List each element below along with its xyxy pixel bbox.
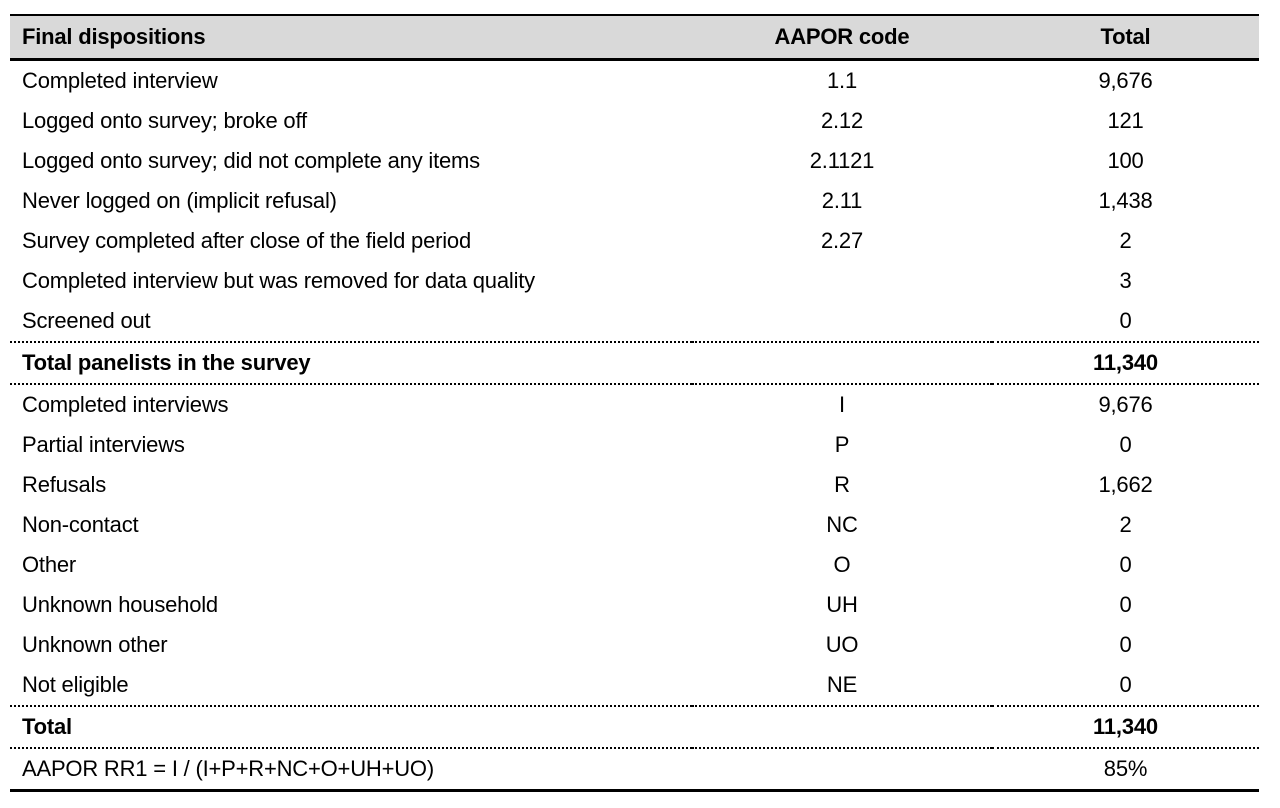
total-cell: 1,438 — [1098, 188, 1153, 213]
table-row: Total panelists in the survey 11,340 — [10, 341, 1259, 384]
row-label-cell: Completed interviews — [10, 383, 692, 425]
table-row: Completed interviews I 9,676 — [10, 383, 1259, 425]
total-cell: 0 — [1119, 552, 1132, 577]
total-cell: 9,676 — [1098, 68, 1153, 93]
aapor-code-cell — [692, 261, 992, 301]
row-label-cell: Non-contact — [22, 512, 139, 537]
total-cell: 1,662 — [1098, 472, 1153, 497]
table-row: Total 11,340 — [10, 705, 1259, 748]
total-cell: 0 — [1119, 592, 1132, 617]
table-row: Completed interview 1.1 9,676 — [10, 60, 1259, 102]
document-page: Final dispositions AAPOR code Total Comp… — [10, 14, 1259, 792]
row-label-cell: Logged onto survey; did not complete any… — [22, 148, 480, 173]
table-header-row: Final dispositions AAPOR code Total — [10, 15, 1259, 61]
total-cell: 11,340 — [992, 341, 1259, 384]
aapor-code-cell — [692, 341, 992, 384]
aapor-code-cell — [692, 301, 992, 342]
table-row: Not eligible NE 0 — [10, 665, 1259, 706]
final-dispositions-table: Final dispositions AAPOR code Total Comp… — [10, 14, 1259, 792]
row-label-cell: Refusals — [22, 472, 106, 497]
table-row: Survey completed after close of the fiel… — [10, 221, 1259, 261]
table-header: Final dispositions AAPOR code Total — [10, 15, 1259, 61]
row-label-cell: Completed interview — [22, 68, 218, 93]
aapor-code-cell: UO — [825, 632, 859, 657]
total-cell: 0 — [1119, 308, 1132, 333]
row-label-cell: Never logged on (implicit refusal) — [22, 188, 337, 213]
total-cell: 3 — [1119, 268, 1132, 293]
table-row: Refusals R 1,662 — [10, 465, 1259, 505]
table-row: Logged onto survey; broke off 2.12 121 — [10, 101, 1259, 141]
row-label-cell: Total — [10, 705, 692, 748]
aapor-code-cell: NC — [826, 512, 858, 537]
table-row: Other O 0 — [10, 545, 1259, 585]
table-row: Partial interviews P 0 — [10, 425, 1259, 465]
table-row: Logged onto survey; did not complete any… — [10, 141, 1259, 181]
row-label-cell: Survey completed after close of the fiel… — [22, 228, 471, 253]
table-body: Completed interview 1.1 9,676 Logged onto s… — [10, 60, 1259, 791]
total-cell: 0 — [1119, 632, 1132, 657]
aapor-code-cell: 2.27 — [820, 228, 864, 253]
aapor-code-cell: O — [833, 552, 851, 577]
header-aapor-code: AAPOR code — [692, 15, 992, 61]
table-row: Non-contact NC 2 — [10, 505, 1259, 545]
total-cell: 121 — [1107, 108, 1144, 133]
table-row: AAPOR RR1 = I / (I+P+R+NC+O+UH+UO) 85% — [10, 747, 1259, 791]
row-label-cell: Screened out — [22, 308, 151, 333]
table-row: Completed interview but was removed for … — [10, 261, 1259, 301]
total-cell: 2 — [1119, 228, 1132, 253]
row-label-cell: Not eligible — [22, 672, 129, 697]
total-cell: 85% — [992, 747, 1259, 791]
header-total: Total — [992, 15, 1259, 61]
row-label-cell: Unknown other — [22, 632, 168, 657]
total-cell: 9,676 — [992, 383, 1259, 425]
total-cell: 0 — [1119, 672, 1132, 697]
table-row: Unknown household UH 0 — [10, 585, 1259, 625]
aapor-code-cell — [692, 747, 992, 791]
total-cell: 11,340 — [992, 705, 1259, 748]
aapor-code-cell: 2.11 — [821, 188, 863, 213]
row-label-cell: Unknown household — [22, 592, 218, 617]
aapor-code-cell: NE — [826, 672, 858, 697]
aapor-code-cell: 2.1121 — [809, 148, 875, 173]
aapor-code-cell: 1.1 — [827, 68, 857, 93]
table-row: Screened out 0 — [10, 301, 1259, 342]
total-cell: 100 — [1107, 148, 1144, 173]
aapor-code-cell: UH — [826, 592, 858, 617]
aapor-code-cell: R — [834, 472, 850, 497]
aapor-code-cell: I — [692, 383, 992, 425]
header-final-dispositions: Final dispositions — [10, 15, 692, 61]
row-label-cell: AAPOR RR1 = I / (I+P+R+NC+O+UH+UO) — [10, 747, 692, 791]
aapor-code-cell: P — [834, 432, 850, 457]
table-row: Unknown other UO 0 — [10, 625, 1259, 665]
row-label-cell: Other — [22, 552, 77, 577]
aapor-code-cell — [692, 705, 992, 748]
row-label-cell: Partial interviews — [22, 432, 185, 457]
aapor-code-cell: 2.12 — [820, 108, 864, 133]
total-cell: 2 — [1119, 512, 1132, 537]
table-row: Never logged on (implicit refusal) 2.11 1,… — [10, 181, 1259, 221]
row-label-cell: Logged onto survey; broke off — [22, 108, 307, 133]
row-label-cell: Total panelists in the survey — [10, 341, 692, 384]
total-cell: 0 — [1119, 432, 1132, 457]
row-label-cell: Completed interview but was removed for … — [22, 268, 535, 293]
